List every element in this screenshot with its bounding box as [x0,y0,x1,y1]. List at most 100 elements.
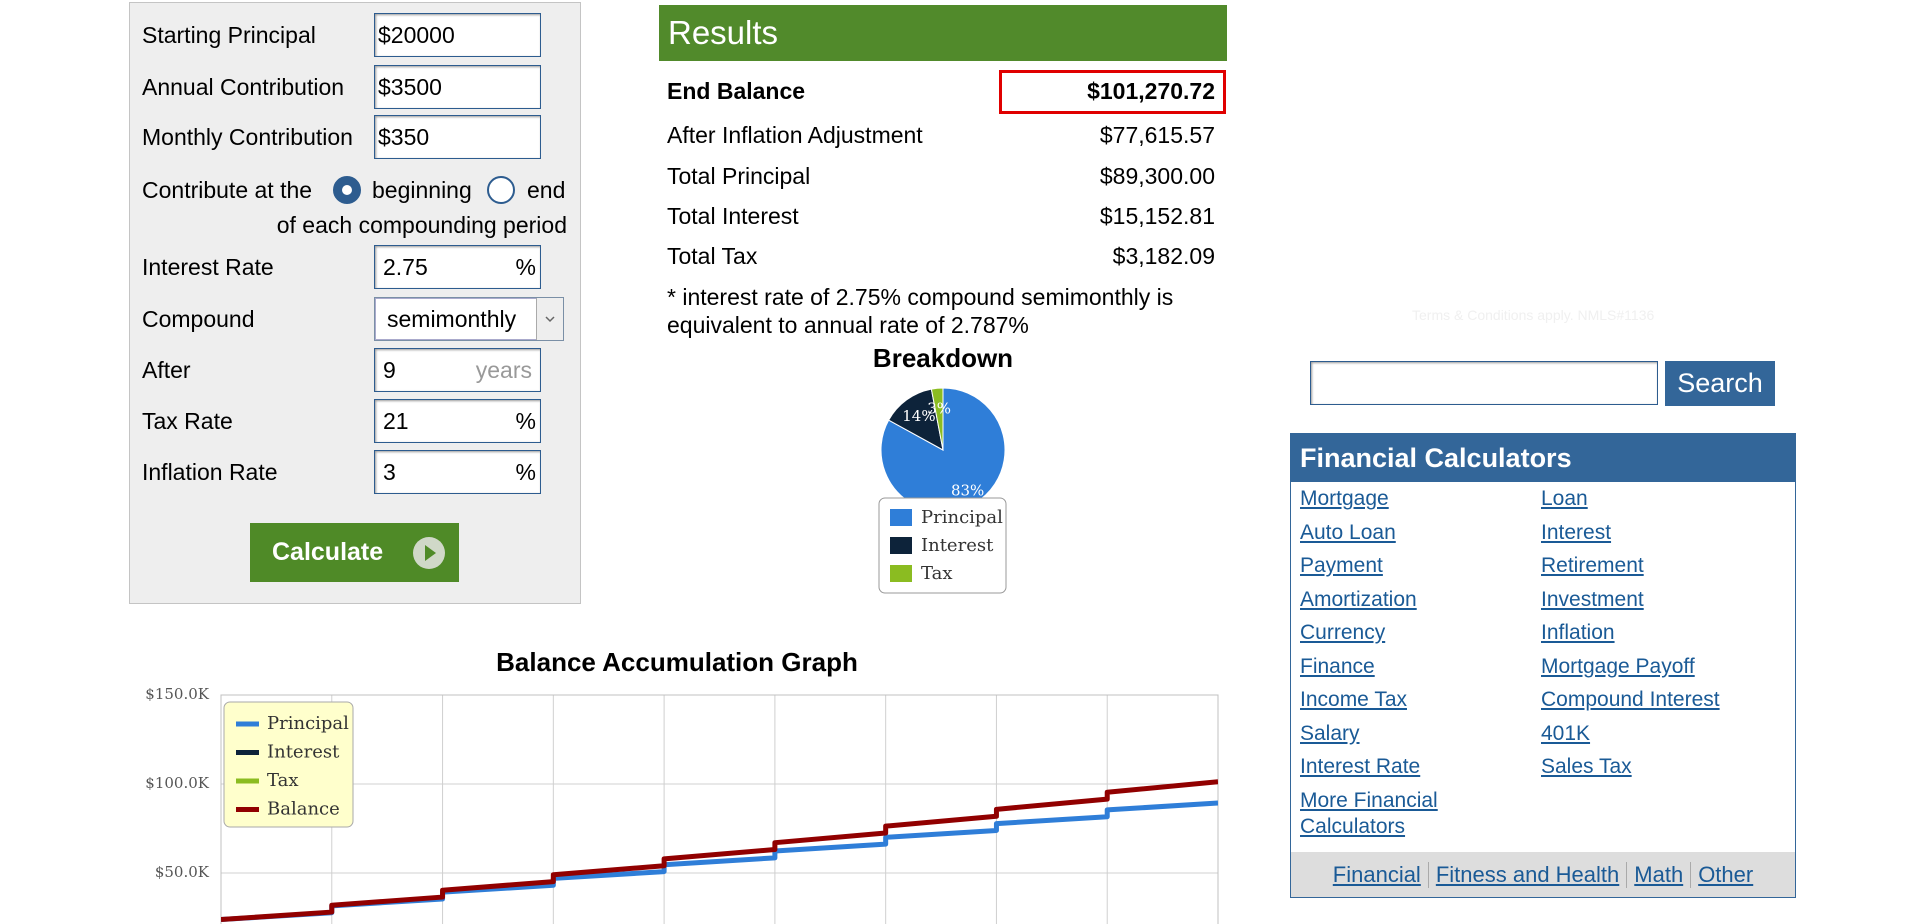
calculator-link[interactable]: Amortization [1300,587,1417,611]
calculator-link[interactable]: Compound Interest [1541,688,1720,711]
result-value: $15,152.81 [1099,203,1215,229]
calculator-link[interactable]: Inflation [1541,621,1615,644]
input-unit: % [515,408,536,434]
result-value: $89,300.00 [1099,163,1215,189]
result-value: $3,182.09 [1112,243,1215,269]
input-unit: % [515,459,536,485]
result-value: $101,270.72 [1087,78,1215,104]
calculator-link[interactable]: More Financial Calculators [1300,788,1438,838]
button-icon [412,536,446,570]
pie-label: 14% [902,407,935,425]
y-tick-label: $150.0K [145,685,209,703]
result-label: Total Interest [667,203,799,229]
search-button[interactable]: Search [1665,361,1775,406]
text-input[interactable]: $3500 [374,65,541,109]
search-input[interactable] [1310,361,1658,405]
calculator-link[interactable]: Sales Tax [1541,755,1632,778]
button-label: Calculate [272,538,384,566]
select-arrow [536,298,563,340]
input-unit: % [515,254,536,280]
input-value: 3 [383,459,396,485]
text-input[interactable]: 3% [374,450,541,494]
result-value: $77,615.57 [1099,122,1215,148]
result-label: After Inflation Adjustment [667,122,923,148]
result-note: * interest rate of 2.75% compound semimo… [667,284,1174,310]
field-label: After [142,357,191,383]
input-value: 2.75 [383,254,428,280]
text-input[interactable]: 9 years [374,348,541,392]
footer-link[interactable]: Math [1626,861,1690,888]
footer-link[interactable]: Other [1690,861,1760,888]
field-label: Inflation Rate [142,459,278,485]
calculator-link[interactable]: Mortgage [1300,487,1389,510]
arrow-icon [545,316,555,323]
radio[interactable] [333,176,361,204]
footer-link[interactable]: Financial [1332,861,1421,887]
calculator-link[interactable]: Currency [1300,621,1386,644]
pie-label: 83% [951,482,984,500]
calculators-title: Financial Calculators [1300,443,1572,473]
radio-dot [342,185,352,195]
y-tick-label: $50.0K [155,863,210,881]
calculator-link[interactable]: Interest [1541,520,1612,544]
calculators-box: Financial Calculators Mortgage Auto Loan Pa… [1290,433,1796,898]
highlight-box [999,70,1226,114]
pie-title: Breakdown [873,343,1013,373]
input-value: 9 [383,357,396,383]
field-label: Interest Rate [142,254,274,280]
line-title: Balance Accumulation Graph [496,647,858,677]
calculator-link[interactable]: Retirement [1541,554,1644,577]
input-value: $3500 [378,74,442,100]
legend-label: Tax [267,770,299,791]
calculator-link[interactable]: Payment [1300,554,1383,577]
result-label: Total Principal [667,163,811,189]
calculator-link[interactable]: Loan [1541,487,1588,510]
radio-label: end [527,177,566,203]
calculate-button[interactable]: Calculate [250,523,459,582]
legend-label: Principal [921,507,1003,528]
calculator-link[interactable]: Interest Rate [1300,755,1421,778]
calculator-link[interactable]: Income Tax [1300,688,1407,711]
text-input[interactable]: $20000 [374,13,541,57]
footer-link[interactable]: Fitness and Health [1427,861,1626,888]
field-label: Tax Rate [142,408,233,434]
text-input[interactable]: 2.75% [374,245,541,289]
select[interactable]: semimonthly [374,297,564,341]
calculators-header: Financial Calculators [1291,434,1795,482]
text-input[interactable]: $350 [374,115,541,159]
calculators-footer: Financial Fitness and Health Math Other [1291,852,1795,897]
radio-label: beginning [372,177,472,203]
search-label: Search [1677,368,1763,398]
input-value: $20000 [378,22,455,48]
input-hint: years [475,357,532,383]
field-label: Annual Contribution [142,74,345,100]
results-title: Results [668,14,779,51]
field-label: Monthly Contribution [142,124,353,150]
calculator-link[interactable]: 401K [1541,721,1591,745]
legend-label: Principal [267,713,349,734]
input-value: 21 [383,408,409,434]
text-input[interactable]: 21% [374,399,541,443]
contribute-label: Contribute at the [142,177,313,203]
calculator-link[interactable]: Salary [1300,721,1360,745]
select-value: semimonthly [387,306,517,332]
legend-label: Interest [921,535,994,556]
calculator-link[interactable]: Investment [1541,587,1644,611]
calculator-link[interactable]: Mortgage Payoff [1541,654,1695,678]
notice: Terms & Conditions apply. NMLS#1136 [1412,307,1655,323]
legend-swatch [890,537,912,554]
legend-label: Tax [921,563,953,584]
legend-label: Balance [267,799,340,820]
y-tick-label: $100.0K [145,774,209,792]
radio[interactable] [487,176,515,204]
calculator-link[interactable]: Auto Loan [1300,520,1396,544]
line-series [221,779,1218,923]
results-header: Results [659,5,1227,61]
pie-label: 3% [927,399,951,417]
contribute-suffix: of each compounding period [276,212,567,238]
pie-slice [887,388,944,451]
input-value: $350 [378,124,430,150]
calculator-link[interactable]: Finance [1300,654,1375,678]
pie-slice [930,387,944,451]
